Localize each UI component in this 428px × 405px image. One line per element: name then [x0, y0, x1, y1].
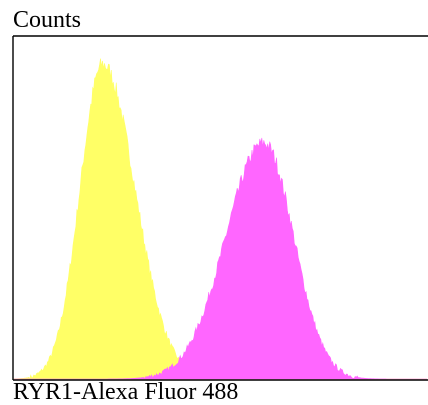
- y-axis-label: Counts: [13, 7, 82, 33]
- x-axis-label: RYR1-Alexa Fluor 488: [13, 379, 239, 405]
- histogram-series-2: [14, 137, 427, 380]
- series-layer: [13, 58, 427, 380]
